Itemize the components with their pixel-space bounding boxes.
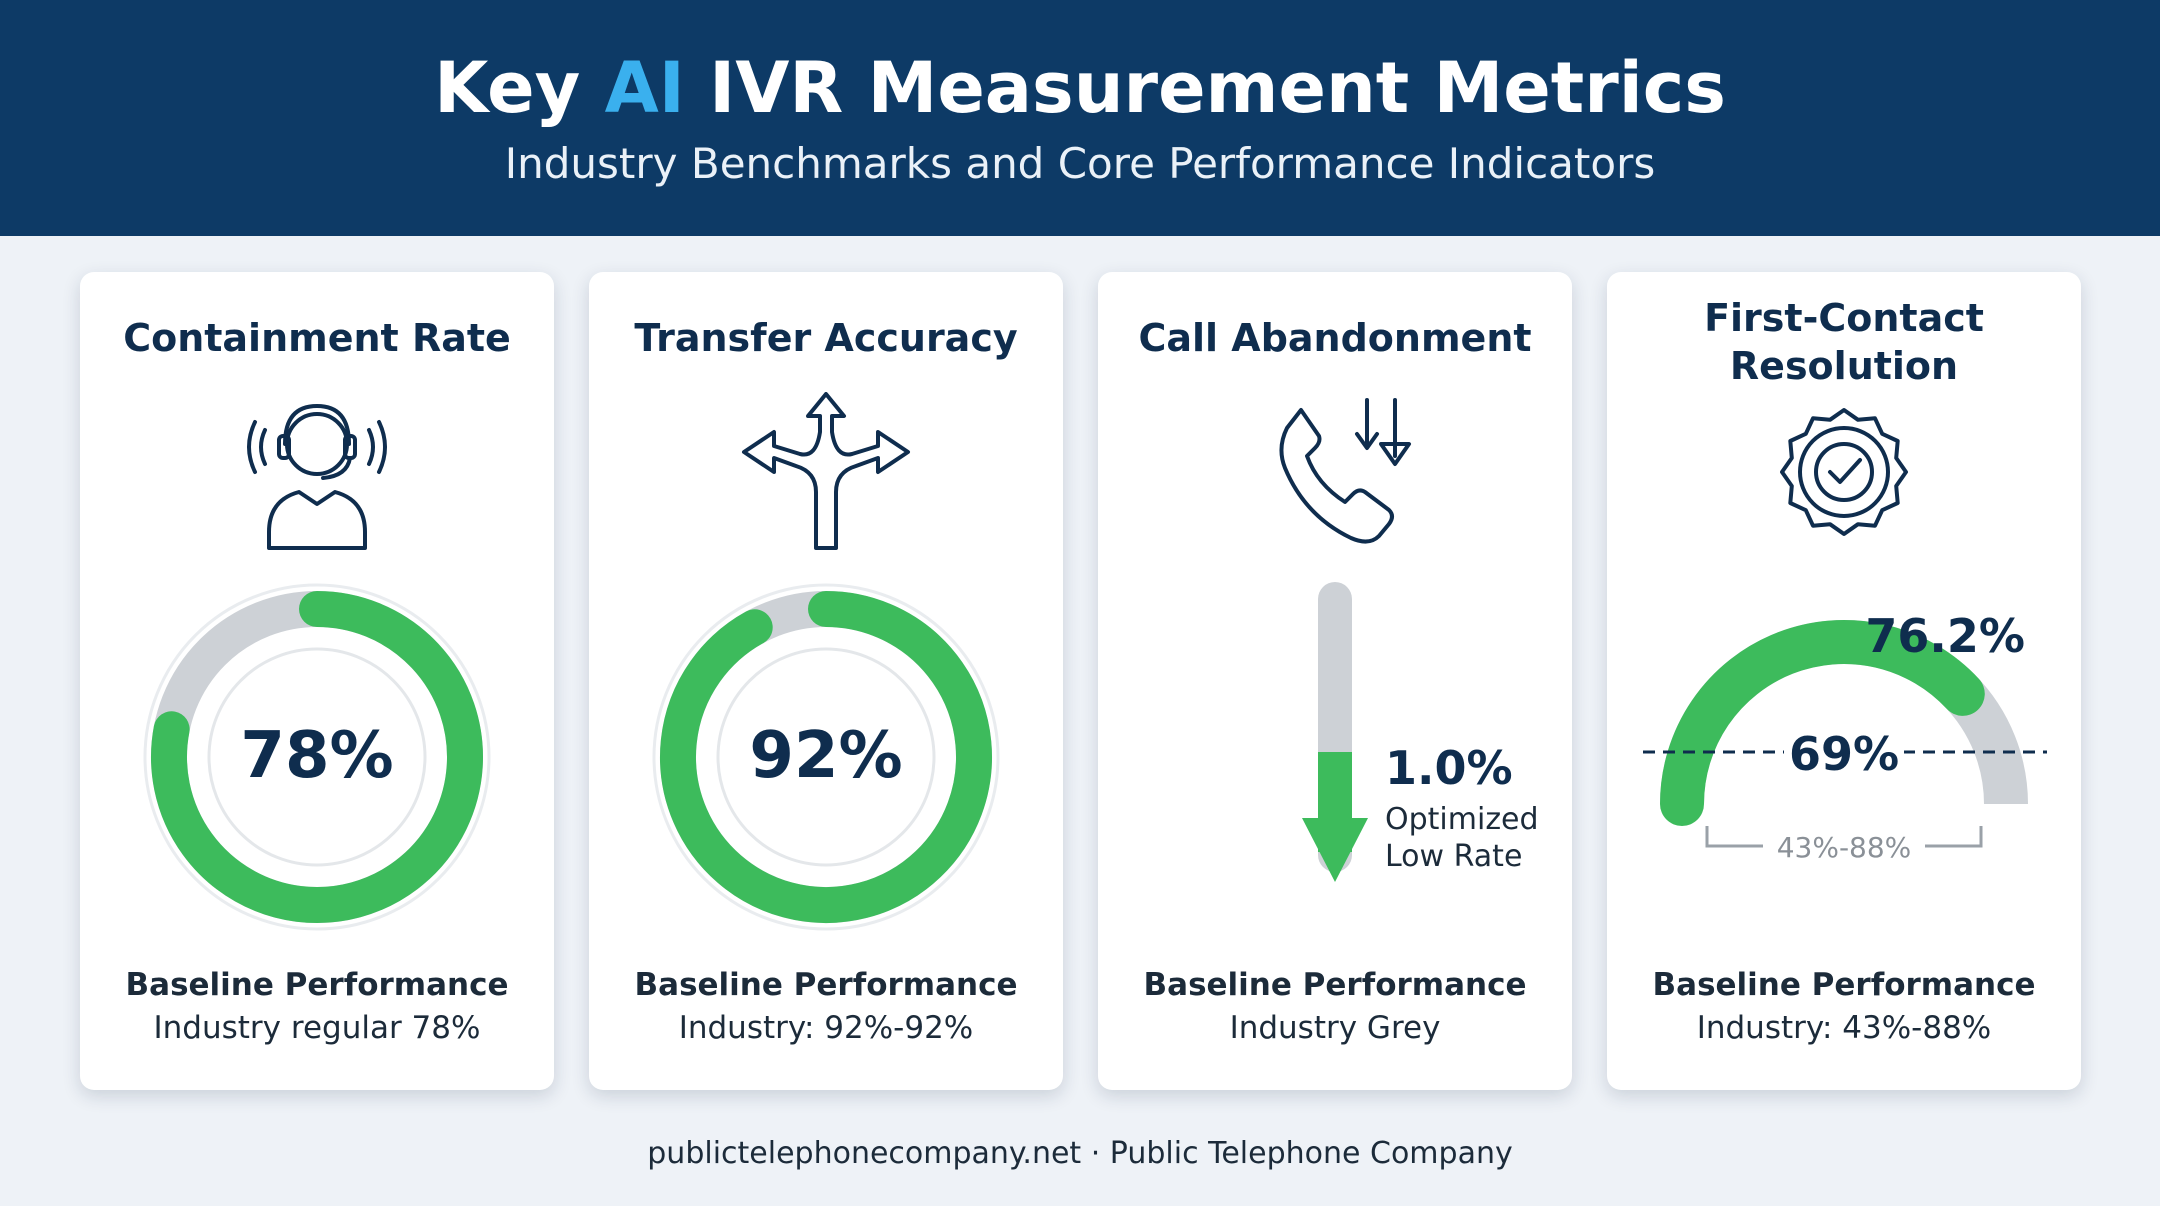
baseline-value: Industry: 92%-92% bbox=[678, 1010, 974, 1046]
footer-source: publictelephonecompany.net · Public Tele… bbox=[647, 1136, 1513, 1171]
badge-outline bbox=[1780, 408, 1908, 536]
header-banner: Key AI IVR Measurement Metrics Industry … bbox=[0, 0, 2160, 236]
abandonment-bar-gauge: 1.0% Optimized Low Rate bbox=[1302, 582, 1539, 882]
title-highlight: AI bbox=[604, 47, 685, 129]
baseline-label: Baseline Performance bbox=[1143, 967, 1527, 1003]
baseline-value: Industry: 43%-88% bbox=[1696, 1010, 1992, 1046]
card-title-line-2: Resolution bbox=[1729, 344, 1959, 388]
card-title: Call Abandonment bbox=[1138, 316, 1532, 360]
baseline-label: Baseline Performance bbox=[125, 967, 509, 1003]
bar-note-line-1: Optimized bbox=[1385, 802, 1539, 837]
containment-donut-gauge: 78% bbox=[143, 583, 491, 931]
card-title: Transfer Accuracy bbox=[634, 316, 1018, 360]
transfer-donut-gauge: 92% bbox=[652, 583, 1000, 931]
down-arrow-icon bbox=[1302, 818, 1368, 882]
phone-down-arrow-icon bbox=[1279, 398, 1411, 544]
range-label: 43%-88% bbox=[1777, 831, 1912, 864]
range-bracket bbox=[1705, 826, 1983, 848]
benchmark-label: 69% bbox=[1789, 727, 1899, 781]
gauge-value-arc bbox=[660, 591, 992, 923]
card-call-abandonment: Call Abandonment 1.0% Optimized Low Rate… bbox=[1098, 272, 1572, 1090]
gauge-value-arc bbox=[1660, 620, 1985, 826]
card-title-line-1: First-Contact bbox=[1704, 296, 1984, 340]
gauge-value-label: 92% bbox=[749, 719, 902, 793]
verified-badge-icon bbox=[1780, 408, 1908, 536]
gauge-value-label: 78% bbox=[240, 719, 393, 793]
card-containment-rate: Containment Rate 78% Baseline Performanc… bbox=[80, 272, 554, 1090]
headset-agent-icon bbox=[247, 404, 387, 550]
bar-note-line-2: Low Rate bbox=[1385, 839, 1522, 874]
title-part-1: Key bbox=[434, 47, 605, 129]
split-arrows-icon bbox=[742, 392, 910, 550]
gauge-value-label: 76.2% bbox=[1865, 609, 2025, 663]
card-title: Containment Rate bbox=[123, 316, 511, 360]
gauge-value-arc bbox=[151, 591, 483, 923]
page-title: Key AI IVR Measurement Metrics bbox=[0, 46, 2160, 130]
baseline-label: Baseline Performance bbox=[1652, 967, 2036, 1003]
card-first-contact-resolution: First-Contact Resolution 69% 76.2% 43%-8… bbox=[1607, 272, 2081, 1090]
title-part-2: IVR Measurement Metrics bbox=[684, 47, 1726, 129]
baseline-value: Industry regular 78% bbox=[153, 1010, 481, 1046]
card-transfer-accuracy: Transfer Accuracy 92% Baseline Performan… bbox=[589, 272, 1063, 1090]
baseline-label: Baseline Performance bbox=[634, 967, 1018, 1003]
bar-value-label: 1.0% bbox=[1385, 741, 1513, 795]
baseline-value: Industry Grey bbox=[1229, 1010, 1441, 1046]
page-subtitle: Industry Benchmarks and Core Performance… bbox=[504, 139, 1656, 188]
resolution-semi-gauge: 69% 76.2% 43%-88% bbox=[1643, 609, 2047, 864]
